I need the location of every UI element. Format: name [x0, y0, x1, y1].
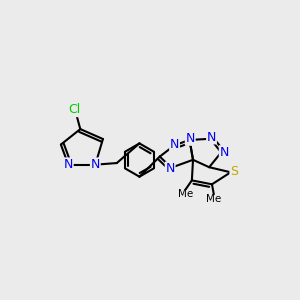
Text: S: S [230, 165, 238, 178]
Text: N: N [64, 158, 73, 171]
Text: N: N [186, 132, 195, 145]
Text: N: N [91, 158, 100, 171]
Text: N: N [170, 138, 179, 151]
Text: Me: Me [206, 194, 221, 204]
Text: Cl: Cl [69, 103, 81, 116]
Text: N: N [207, 131, 216, 144]
Text: Me: Me [178, 189, 193, 199]
Text: N: N [220, 146, 229, 159]
Text: N: N [166, 162, 175, 175]
